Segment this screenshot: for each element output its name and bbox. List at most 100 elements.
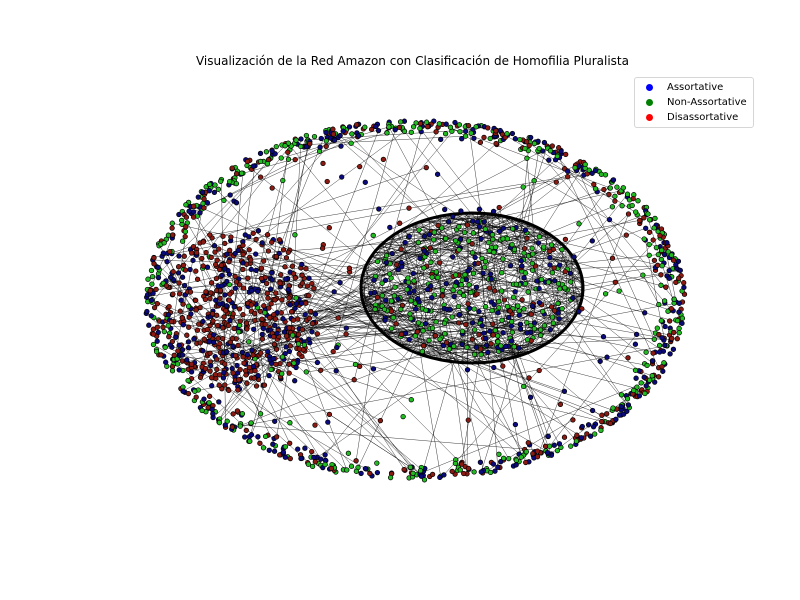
- node-non-assortative: [443, 235, 449, 242]
- node-assortative: [610, 177, 617, 183]
- node-assortative: [524, 330, 530, 336]
- node-disassortative: [287, 440, 293, 446]
- node-disassortative: [188, 361, 195, 367]
- node-disassortative: [194, 250, 200, 256]
- node-assortative: [190, 257, 196, 264]
- node-assortative: [632, 341, 639, 347]
- node-disassortative: [326, 225, 332, 231]
- node-assortative: [257, 150, 264, 157]
- node-disassortative: [306, 315, 313, 321]
- node-disassortative: [353, 122, 360, 128]
- node-non-assortative: [450, 287, 456, 293]
- network-edge: [202, 268, 321, 460]
- node-disassortative: [671, 329, 677, 336]
- node-non-assortative: [423, 307, 429, 313]
- node-assortative: [283, 276, 289, 282]
- node-non-assortative: [482, 264, 488, 270]
- node-non-assortative: [293, 295, 299, 301]
- node-disassortative: [287, 343, 294, 349]
- node-non-assortative: [530, 251, 536, 257]
- node-non-assortative: [471, 351, 478, 358]
- node-disassortative: [176, 280, 182, 286]
- node-assortative: [232, 285, 238, 291]
- node-assortative: [248, 266, 254, 273]
- network-edge: [172, 198, 205, 371]
- node-assortative: [434, 171, 441, 177]
- node-assortative: [487, 271, 494, 277]
- node-assortative: [679, 320, 685, 326]
- node-assortative: [399, 264, 405, 270]
- node-assortative: [259, 240, 265, 246]
- dense-edge-ring: [359, 211, 585, 365]
- node-non-assortative: [391, 293, 397, 299]
- node-non-assortative: [431, 229, 437, 235]
- node-assortative: [438, 136, 444, 143]
- node-assortative: [176, 342, 182, 348]
- node-assortative: [200, 318, 206, 325]
- node-disassortative: [607, 420, 613, 427]
- node-disassortative: [180, 262, 187, 268]
- node-assortative: [248, 288, 255, 294]
- node-assortative: [508, 338, 515, 344]
- node-non-assortative: [404, 286, 410, 293]
- node-disassortative: [335, 315, 341, 321]
- node-assortative: [201, 396, 207, 402]
- node-non-assortative: [206, 400, 212, 406]
- node-disassortative: [606, 191, 612, 198]
- node-assortative: [426, 231, 433, 238]
- node-assortative: [473, 344, 480, 350]
- node-disassortative: [213, 275, 220, 282]
- node-non-assortative: [479, 255, 485, 261]
- node-disassortative: [612, 279, 618, 285]
- node-non-assortative: [470, 230, 477, 236]
- network-edge: [286, 141, 309, 258]
- network-edge: [240, 345, 667, 427]
- node-assortative: [567, 270, 574, 276]
- node-assortative: [415, 296, 421, 302]
- node-disassortative: [289, 263, 296, 269]
- node-disassortative: [286, 370, 292, 376]
- network-edge: [371, 256, 581, 301]
- legend-item-assortative: Assortative: [644, 80, 723, 94]
- node-non-assortative: [441, 320, 448, 326]
- node-non-assortative: [456, 122, 463, 128]
- node-disassortative: [318, 367, 324, 373]
- node-non-assortative: [466, 282, 472, 288]
- node-non-assortative: [598, 427, 604, 434]
- node-disassortative: [237, 366, 243, 373]
- node-disassortative: [427, 245, 433, 251]
- node-disassortative: [299, 280, 306, 286]
- node-assortative: [281, 329, 288, 335]
- node-disassortative: [556, 145, 562, 151]
- node-disassortative: [202, 366, 209, 372]
- node-disassortative: [234, 408, 241, 414]
- node-assortative: [556, 316, 562, 322]
- node-assortative: [500, 225, 506, 231]
- node-disassortative: [456, 320, 462, 326]
- node-non-assortative: [487, 135, 493, 142]
- node-disassortative: [269, 239, 275, 245]
- node-assortative: [213, 297, 219, 303]
- node-non-assortative: [521, 306, 527, 312]
- node-disassortative: [623, 232, 629, 238]
- node-assortative: [334, 344, 340, 351]
- node-assortative: [497, 127, 503, 134]
- node-disassortative: [262, 321, 268, 327]
- node-assortative: [259, 331, 265, 338]
- node-assortative: [636, 393, 643, 399]
- node-disassortative: [175, 264, 182, 270]
- node-disassortative: [202, 296, 209, 303]
- node-non-assortative: [442, 331, 448, 337]
- node-disassortative: [655, 374, 662, 380]
- node-assortative: [488, 276, 494, 282]
- node-assortative: [509, 130, 516, 137]
- node-assortative: [222, 422, 228, 428]
- network-edge: [420, 216, 501, 223]
- node-non-assortative: [449, 314, 455, 320]
- node-assortative: [188, 311, 194, 317]
- node-non-assortative: [257, 411, 264, 417]
- node-disassortative: [398, 246, 404, 252]
- node-non-assortative: [486, 239, 492, 246]
- node-assortative: [570, 295, 576, 301]
- node-assortative: [306, 275, 312, 281]
